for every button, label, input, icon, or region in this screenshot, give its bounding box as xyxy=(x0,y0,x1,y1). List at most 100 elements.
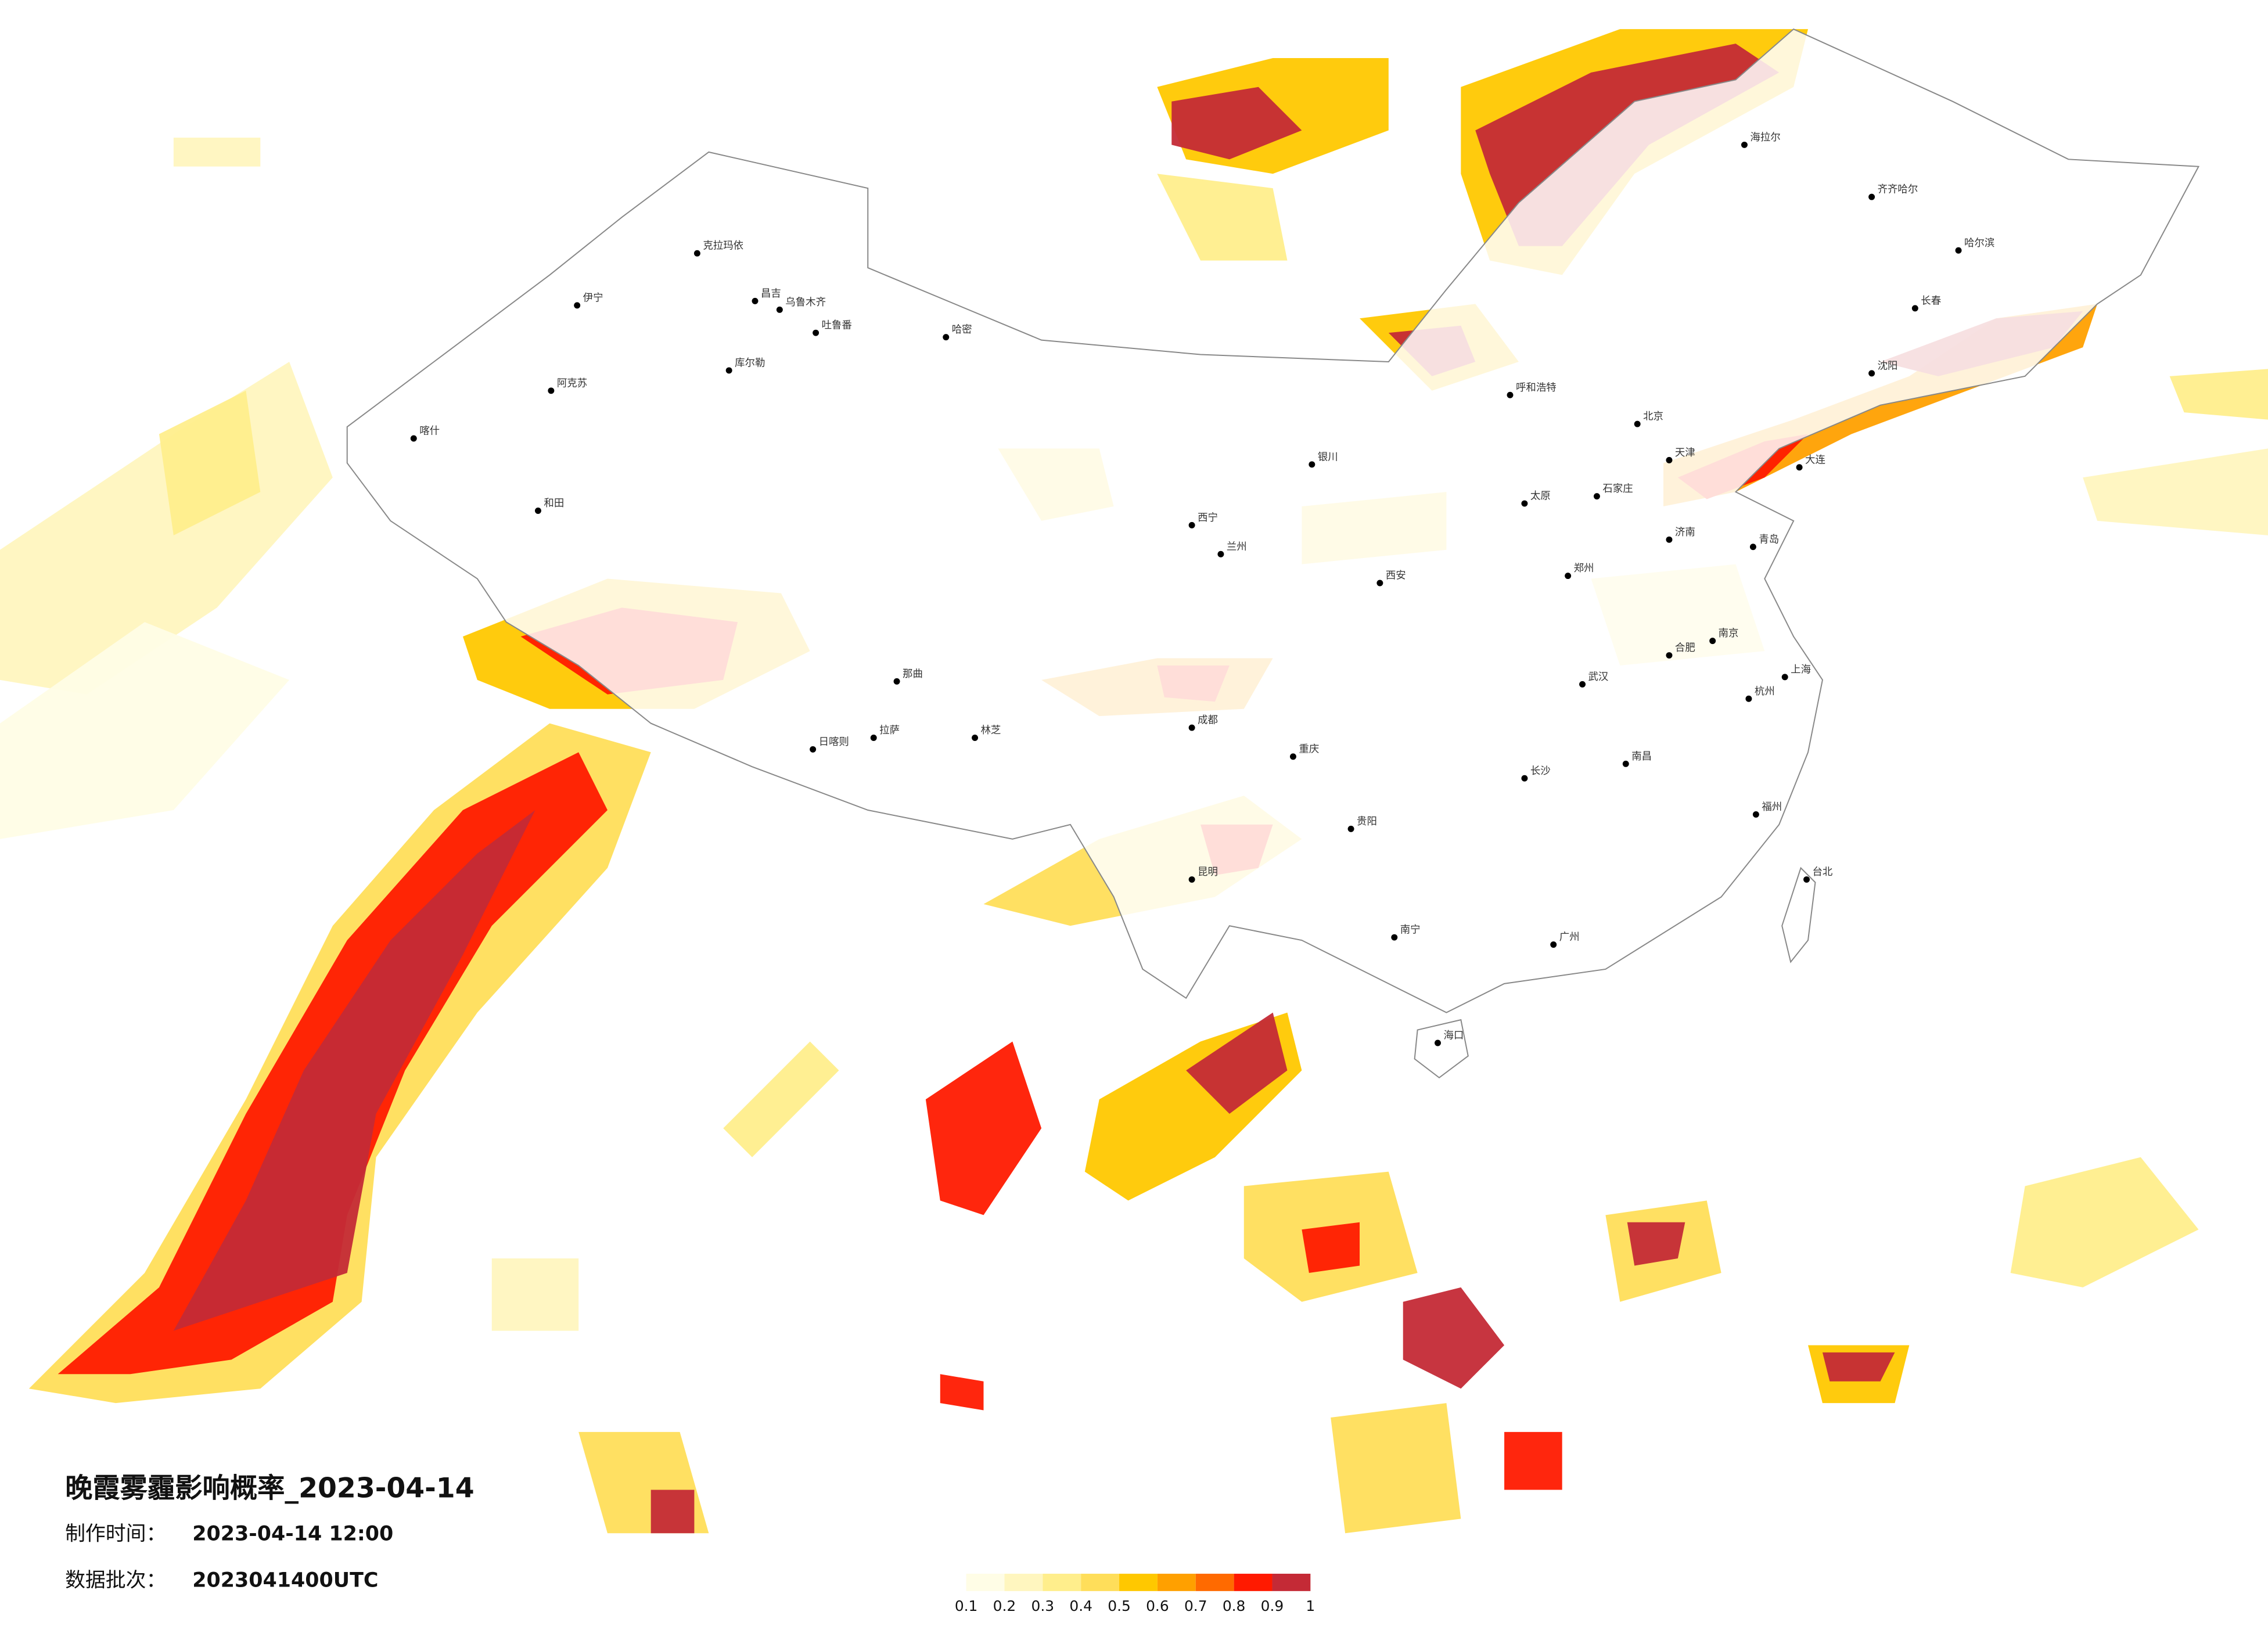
title: 晚霞雾霾影响概率_2023-04-14 xyxy=(65,1473,475,1505)
city-dot xyxy=(1745,695,1752,702)
probability-area xyxy=(1403,1287,1505,1389)
city-label: 贵阳 xyxy=(1357,816,1377,828)
city-dot xyxy=(1579,681,1586,688)
city-label: 长沙 xyxy=(1530,765,1551,777)
city-label: 杭州 xyxy=(1755,686,1775,697)
probability-area xyxy=(1302,1222,1360,1273)
probability-area xyxy=(2169,369,2268,420)
probability-area xyxy=(650,1490,695,1534)
colorbar-bin xyxy=(1272,1573,1311,1591)
meta-value: 2023041400UTC xyxy=(192,1569,378,1592)
city-label: 福州 xyxy=(1762,801,1782,813)
city-label: 库尔勒 xyxy=(735,357,765,369)
china-outline xyxy=(346,28,2200,1078)
city-dot xyxy=(810,746,817,753)
city-label: 北京 xyxy=(1643,411,1663,423)
city-dot xyxy=(972,735,979,741)
city-dot xyxy=(1217,551,1224,557)
city-label: 吐鲁番 xyxy=(822,320,852,332)
city-dot xyxy=(1749,544,1756,551)
colorbar-tick-label: 0.9 xyxy=(1261,1598,1284,1614)
city-label: 林芝 xyxy=(981,725,1001,736)
probability-area xyxy=(925,1041,1042,1215)
city-label: 海拉尔 xyxy=(1750,132,1780,143)
colorbar-tick-label: 0.2 xyxy=(993,1598,1016,1614)
city-dot xyxy=(1803,876,1810,883)
city-dot xyxy=(943,334,950,341)
city-dot xyxy=(693,250,700,257)
city-label: 沈阳 xyxy=(1878,360,1898,372)
city-label: 日喀则 xyxy=(819,736,849,748)
city-dot xyxy=(1435,1039,1441,1046)
city-dot xyxy=(776,306,783,313)
colorbar-bin xyxy=(966,1573,1005,1591)
city-dot xyxy=(1188,876,1195,883)
city-dot xyxy=(1868,370,1875,377)
colorbar-bin xyxy=(1004,1573,1043,1591)
city-label: 海口 xyxy=(1443,1030,1464,1042)
colorbar-bin xyxy=(1157,1573,1196,1591)
city-label: 那曲 xyxy=(903,668,923,680)
city-dot xyxy=(1188,521,1195,528)
probability-area xyxy=(159,390,261,535)
city-label: 长春 xyxy=(1921,295,1941,307)
city-dot xyxy=(1521,500,1528,507)
city-dot xyxy=(1709,638,1716,645)
meta-label: 制作时间： xyxy=(65,1523,166,1546)
colorbar-bin xyxy=(1119,1573,1158,1591)
city-label: 喀什 xyxy=(419,426,440,437)
hainan xyxy=(1414,1019,1469,1078)
city-dot xyxy=(1507,391,1514,398)
city-label: 郑州 xyxy=(1574,563,1594,574)
probability-area xyxy=(0,622,290,839)
city-label: 哈尔滨 xyxy=(1964,238,1994,249)
colorbar-bin xyxy=(1043,1573,1081,1591)
probability-area xyxy=(173,137,261,167)
city-label: 西安 xyxy=(1386,570,1406,582)
colorbar-tick-label: 0.1 xyxy=(955,1598,978,1614)
city-dot xyxy=(870,735,877,741)
city-dot xyxy=(813,329,820,336)
colorbar-tick-label: 0.4 xyxy=(1069,1598,1092,1614)
city-label: 青岛 xyxy=(1759,534,1779,545)
probability-area xyxy=(2010,1157,2199,1287)
city-dot xyxy=(548,387,555,394)
city-label: 呼和浩特 xyxy=(1516,382,1557,394)
city-dot xyxy=(1550,941,1557,948)
city-label: 拉萨 xyxy=(879,725,900,736)
city-label: 昌吉 xyxy=(761,288,781,300)
city-label: 伊宁 xyxy=(583,292,603,304)
city-label: 武汉 xyxy=(1588,671,1608,683)
colorbar-bin xyxy=(1081,1573,1120,1591)
city-dot xyxy=(1593,493,1600,500)
city-label: 大连 xyxy=(1805,454,1825,466)
colorbar-tick-label: 0.8 xyxy=(1223,1598,1246,1614)
city-dot xyxy=(1781,674,1788,681)
colorbar-tick-label: 0.7 xyxy=(1184,1598,1207,1614)
city-label: 西宁 xyxy=(1198,512,1218,524)
city-dot xyxy=(1376,580,1383,587)
city-label: 合肥 xyxy=(1675,642,1695,654)
city-label: 和田 xyxy=(544,498,564,509)
city-label: 克拉玛依 xyxy=(703,240,743,252)
city-dot xyxy=(752,297,759,304)
city-dot xyxy=(410,435,417,442)
probability-area xyxy=(1504,1431,1562,1490)
city-dot xyxy=(1622,760,1629,767)
probability-area xyxy=(1171,87,1302,160)
probability-area xyxy=(940,1374,984,1411)
city-label: 银川 xyxy=(1318,451,1338,463)
city-dot xyxy=(1188,724,1195,731)
colorbar: 0.1 0.2 0.3 0.4 0.5 0.6 0.7 0.8 0.9 1 xyxy=(955,1573,1315,1614)
city-label: 乌鲁木齐 xyxy=(785,297,826,308)
city-label: 兰州 xyxy=(1227,541,1247,553)
city-dot xyxy=(1666,456,1673,463)
city-dot xyxy=(1666,536,1673,543)
colorbar-bin xyxy=(1234,1573,1273,1591)
colorbar-tick-label: 0.3 xyxy=(1031,1598,1055,1614)
colorbar-tick-label: 0.5 xyxy=(1108,1598,1131,1614)
city-dot xyxy=(1347,825,1354,832)
city-dot xyxy=(1752,811,1759,818)
